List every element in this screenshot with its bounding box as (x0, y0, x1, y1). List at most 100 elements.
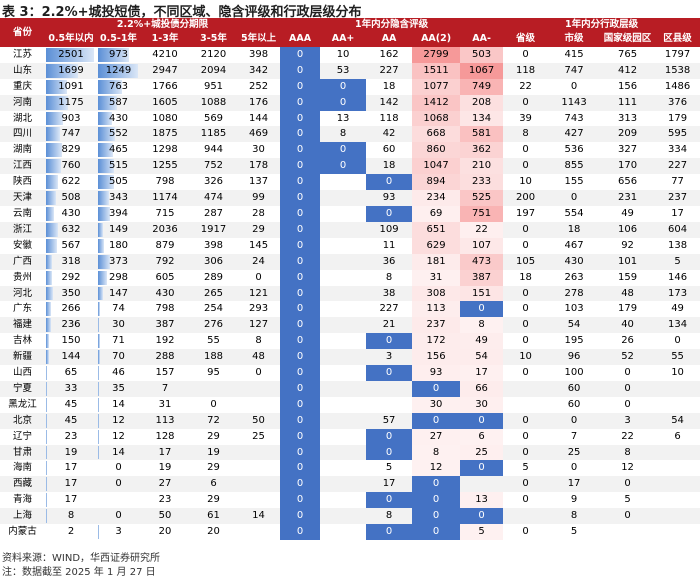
data-bar (46, 366, 48, 380)
cell-text: 156 (426, 351, 446, 363)
cell-text: 747 (564, 64, 584, 76)
province-cell: 重庆 (0, 78, 45, 95)
value-cell: 55 (190, 333, 237, 350)
cell-text: 52 (621, 351, 634, 363)
value-cell: 209 (600, 126, 656, 143)
value-cell (655, 396, 700, 413)
value-cell: 2947 (140, 62, 190, 79)
value-cell: 0 (600, 508, 656, 525)
value-cell (320, 349, 367, 366)
data-bar (46, 381, 47, 396)
cell-text: 503 (472, 48, 492, 60)
data-bar (46, 127, 61, 142)
value-cell: 0 (548, 190, 601, 206)
value-cell: 77 (655, 174, 700, 191)
cell-text: 5 (385, 462, 393, 474)
value-cell: 188 (190, 349, 237, 366)
value-cell (320, 524, 367, 540)
cell-text: 0 (296, 398, 304, 410)
cell-text: 53 (336, 64, 350, 76)
value-cell: 6 (655, 428, 700, 445)
value-cell: 8 (460, 317, 504, 334)
cell-text: 0 (522, 446, 529, 458)
value-cell: 0 (280, 333, 321, 350)
cell-text: 469 (248, 128, 269, 140)
value-cell: 5 (655, 253, 700, 270)
data-bar (46, 111, 64, 126)
value-cell: 103 (548, 301, 601, 318)
cell-text: 12 (621, 462, 634, 474)
cell-text: 747 (61, 128, 81, 140)
cell-text: 1077 (423, 80, 449, 92)
value-cell: 113 (412, 301, 461, 318)
data-bar (46, 318, 51, 333)
value-cell: 343 (97, 190, 140, 206)
cell-text: 0 (296, 494, 304, 506)
value-cell: 473 (460, 253, 504, 270)
column-header: 0.5年以内 (45, 31, 97, 47)
value-cell: 0 (460, 508, 504, 525)
cell-text: 760 (61, 160, 81, 172)
value-cell (320, 221, 367, 238)
cell-text: 473 (472, 255, 492, 267)
value-cell: 11 (366, 237, 413, 254)
value-cell: 604 (655, 221, 700, 238)
value-cell: 327 (600, 142, 656, 159)
cell-text: 0 (296, 48, 304, 60)
column-header: 0.5-1年 (97, 31, 140, 47)
value-cell: 60 (366, 142, 413, 159)
cell-text: 45 (64, 398, 78, 410)
value-cell: 162 (366, 46, 413, 63)
value-cell: 6 (460, 428, 504, 445)
value-cell (366, 380, 413, 397)
data-bar (46, 175, 58, 190)
cell-text: 159 (618, 271, 638, 283)
data-bar (98, 222, 103, 237)
value-cell: 0 (366, 444, 413, 461)
table-row: 福建 236 30 387 276 127 0 21 237 8 0 54 40 134 (0, 317, 700, 334)
value-cell: 552 (97, 126, 140, 143)
cell-text: 151 (472, 287, 492, 299)
cell-text: 93 (429, 367, 443, 379)
cell-text: 6 (478, 430, 485, 442)
cell-text: 54 (475, 351, 488, 363)
table-row: 安徽 567 180 879 398 145 0 11 629 107 0 467 92 138 (0, 237, 700, 254)
value-cell: 18 (548, 221, 601, 238)
cell-text: 19 (158, 462, 172, 474)
cell-text: 0 (296, 446, 304, 458)
cell-text: 180 (108, 239, 129, 251)
province-cell: 天津 (0, 190, 45, 206)
cell-text: 0 (385, 367, 393, 379)
cell-text: 38 (382, 287, 396, 299)
value-cell: 36 (366, 253, 413, 270)
value-cell (97, 492, 140, 509)
province-cell: 安徽 (0, 237, 45, 254)
cell-text: 629 (426, 239, 446, 251)
value-cell: 0 (412, 412, 461, 429)
cell-text: 430 (108, 112, 129, 124)
cell-text: 505 (108, 176, 129, 188)
value-cell (320, 269, 367, 286)
cell-text: 197 (516, 207, 536, 219)
cell-text: 49 (671, 303, 684, 315)
value-cell (320, 476, 367, 493)
cell-text: 0 (115, 510, 122, 522)
value-cell: 415 (548, 46, 601, 63)
value-cell: 45 (45, 396, 97, 413)
cell-text: 0 (296, 176, 304, 188)
province-cell: 广西 (0, 253, 45, 270)
cell-text: 30 (112, 319, 125, 331)
data-bar (98, 238, 104, 253)
cell-text: 60 (567, 398, 581, 410)
cell-text: 0 (385, 335, 393, 347)
cell-text: 236 (61, 319, 81, 331)
cell-text: 29 (207, 494, 220, 506)
value-cell: 99 (237, 190, 281, 206)
value-cell: 605 (140, 269, 190, 286)
data-bar (46, 47, 94, 62)
value-cell: 278 (548, 285, 601, 302)
value-cell: 118 (503, 62, 549, 79)
value-cell: 0 (280, 492, 321, 509)
province-cell: 河北 (0, 285, 45, 302)
value-cell (320, 205, 367, 222)
